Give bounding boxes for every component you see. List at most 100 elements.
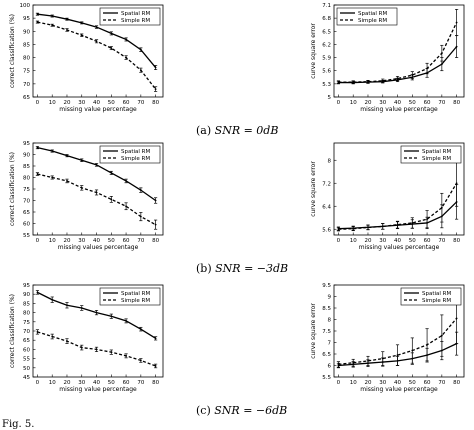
- series-line: [37, 173, 156, 226]
- x-tick-label: 50: [108, 238, 115, 244]
- data-point: [367, 226, 369, 229]
- caption-c-formula: SNR = −6dB: [214, 404, 288, 417]
- x-tick-label: 40: [394, 100, 401, 106]
- y-tick-label: 90: [23, 29, 30, 35]
- data-point: [36, 331, 39, 333]
- data-point: [51, 298, 54, 301]
- data-point: [80, 21, 83, 24]
- data-point: [440, 52, 443, 55]
- data-point: [110, 198, 113, 201]
- x-tick-label: 70: [137, 380, 144, 386]
- y-tick-label: 6.2: [322, 42, 331, 48]
- data-point: [154, 199, 157, 202]
- data-point: [95, 311, 98, 314]
- y-tick-label: 75: [23, 320, 30, 326]
- data-point: [80, 34, 83, 37]
- legend-label: Simple RM: [121, 156, 150, 162]
- y-tick-label: 100: [20, 3, 31, 9]
- y-tick-label: 9.5: [322, 283, 331, 289]
- data-point: [36, 173, 39, 175]
- x-tick-label: 60: [123, 100, 130, 106]
- x-tick-label: 60: [424, 380, 431, 386]
- x-tick-label: 20: [63, 380, 70, 386]
- legend-label: Simple RM: [422, 156, 451, 162]
- data-point: [426, 218, 428, 221]
- data-point: [125, 38, 127, 41]
- x-axis-label: missing value percentage: [59, 106, 137, 113]
- data-point: [396, 77, 399, 80]
- plot-frame: [32, 4, 164, 98]
- y-tick-label: 75: [23, 187, 30, 193]
- y-tick-label: 9: [328, 295, 332, 301]
- x-tick-label: 30: [78, 238, 85, 244]
- x-tick-label: 80: [152, 100, 159, 106]
- data-point: [367, 80, 369, 83]
- data-point: [125, 319, 127, 322]
- x-tick-label: 80: [152, 380, 159, 386]
- data-point: [51, 150, 54, 152]
- series-simple-rm: [35, 329, 158, 369]
- caption-b-formula: SNR = −3dB: [215, 262, 289, 275]
- y-axis-label: curve square error: [310, 23, 317, 79]
- y-tick-label: 85: [23, 42, 30, 48]
- y-tick-label: 55: [23, 357, 30, 363]
- y-tick-label: 6.8: [322, 16, 331, 22]
- data-point: [411, 222, 414, 224]
- data-point: [66, 180, 68, 182]
- x-tick-label: 60: [123, 380, 130, 386]
- x-tick-label: 0: [36, 238, 40, 244]
- plot-frame: [333, 142, 465, 236]
- x-tick-label: 20: [63, 100, 70, 106]
- legend-box: [400, 287, 462, 306]
- series-line: [338, 317, 458, 365]
- x-tick-label: 70: [137, 238, 144, 244]
- caption-a-formula: SNR = 0dB: [214, 124, 279, 137]
- chart-a-right: 0 10 20 30 40 50 60 70 80 5 5.3 5.6 5.9 6.2 6.5 6.8 7.1 m…: [310, 3, 465, 113]
- x-tick-label: 40: [93, 100, 100, 106]
- data-point: [95, 348, 98, 351]
- y-tick-label: 65: [23, 210, 30, 216]
- data-point: [440, 63, 443, 66]
- data-point: [125, 205, 127, 208]
- y-tick-label: 45: [23, 375, 30, 381]
- data-point: [440, 334, 443, 337]
- data-point: [110, 47, 113, 50]
- x-tick-label: 70: [438, 380, 445, 386]
- data-point: [381, 225, 384, 228]
- x-tick-label: 0: [337, 100, 341, 106]
- data-point: [110, 315, 113, 318]
- data-point: [66, 154, 68, 157]
- data-point: [352, 81, 355, 84]
- x-tick-label: 40: [93, 380, 100, 386]
- y-tick-label: 50: [23, 366, 30, 372]
- figure-caption: Fig. 5.: [2, 419, 35, 430]
- data-point: [455, 317, 458, 320]
- x-tick-label: 60: [424, 238, 431, 244]
- x-axis-label: missing values percentage: [359, 244, 440, 251]
- y-axis-label: correct classification (%): [9, 152, 16, 226]
- data-point: [337, 81, 340, 84]
- data-point: [455, 182, 458, 185]
- data-point: [110, 32, 113, 35]
- data-point: [95, 26, 98, 28]
- y-tick-label: 8.5: [322, 306, 331, 312]
- data-point: [337, 363, 340, 366]
- x-tick-label: 0: [36, 380, 40, 386]
- y-tick-label: 80: [23, 176, 30, 182]
- y-tick-label: 5.6: [322, 69, 331, 75]
- caption-a: (a) SNR = 0dB: [196, 124, 278, 137]
- data-point: [125, 354, 127, 357]
- chart-b-right: 0 10 20 30 40 50 60 70 80 5.6 6.4 7.2 8 missing value…: [310, 142, 465, 251]
- data-point: [455, 21, 458, 24]
- data-point: [154, 365, 157, 367]
- data-point: [110, 351, 113, 354]
- legend-box: [99, 145, 161, 164]
- caption-b: (b) SNR = −3dB: [196, 262, 288, 275]
- y-tick-label: 60: [23, 347, 30, 353]
- y-axis-label: curve square error: [310, 161, 317, 217]
- x-tick-label: 20: [63, 238, 70, 244]
- legend-label: Spatial RM: [422, 149, 452, 155]
